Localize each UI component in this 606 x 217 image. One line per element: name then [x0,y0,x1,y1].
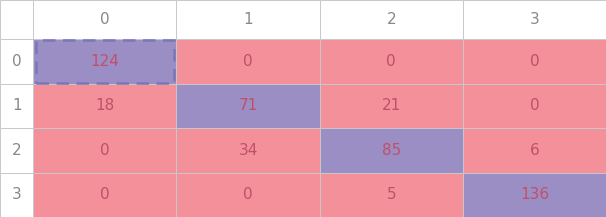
Text: 2: 2 [12,143,21,158]
Text: 0: 0 [243,187,253,202]
FancyBboxPatch shape [176,0,320,39]
FancyBboxPatch shape [320,0,463,39]
FancyBboxPatch shape [33,173,176,217]
FancyBboxPatch shape [33,84,176,128]
FancyBboxPatch shape [176,84,320,128]
FancyBboxPatch shape [463,84,606,128]
FancyBboxPatch shape [320,39,463,84]
FancyBboxPatch shape [33,39,176,84]
Text: 0: 0 [100,12,110,27]
FancyBboxPatch shape [0,39,33,84]
FancyBboxPatch shape [320,128,463,173]
FancyBboxPatch shape [0,0,33,39]
Text: 18: 18 [95,98,115,113]
FancyBboxPatch shape [463,0,606,39]
Text: 5: 5 [387,187,396,202]
FancyBboxPatch shape [0,173,33,217]
FancyBboxPatch shape [33,0,176,39]
Text: 6: 6 [530,143,539,158]
FancyBboxPatch shape [463,128,606,173]
Text: 1: 1 [243,12,253,27]
FancyBboxPatch shape [176,173,320,217]
Text: 0: 0 [243,54,253,69]
Text: 3: 3 [12,187,22,202]
Text: 71: 71 [238,98,258,113]
Text: 0: 0 [387,54,396,69]
Text: 0: 0 [100,187,110,202]
FancyBboxPatch shape [320,84,463,128]
FancyBboxPatch shape [33,128,176,173]
Text: 0: 0 [530,98,539,113]
Text: 124: 124 [90,54,119,69]
Text: 0: 0 [12,54,21,69]
Text: 136: 136 [520,187,549,202]
Text: 21: 21 [382,98,401,113]
FancyBboxPatch shape [463,39,606,84]
FancyBboxPatch shape [176,128,320,173]
FancyBboxPatch shape [320,173,463,217]
Text: 0: 0 [100,143,110,158]
FancyBboxPatch shape [463,173,606,217]
FancyBboxPatch shape [0,84,33,128]
Text: 34: 34 [238,143,258,158]
Text: 3: 3 [530,12,539,27]
FancyBboxPatch shape [176,39,320,84]
Text: 1: 1 [12,98,21,113]
Text: 2: 2 [387,12,396,27]
Text: 0: 0 [530,54,539,69]
FancyBboxPatch shape [0,128,33,173]
Text: 85: 85 [382,143,401,158]
